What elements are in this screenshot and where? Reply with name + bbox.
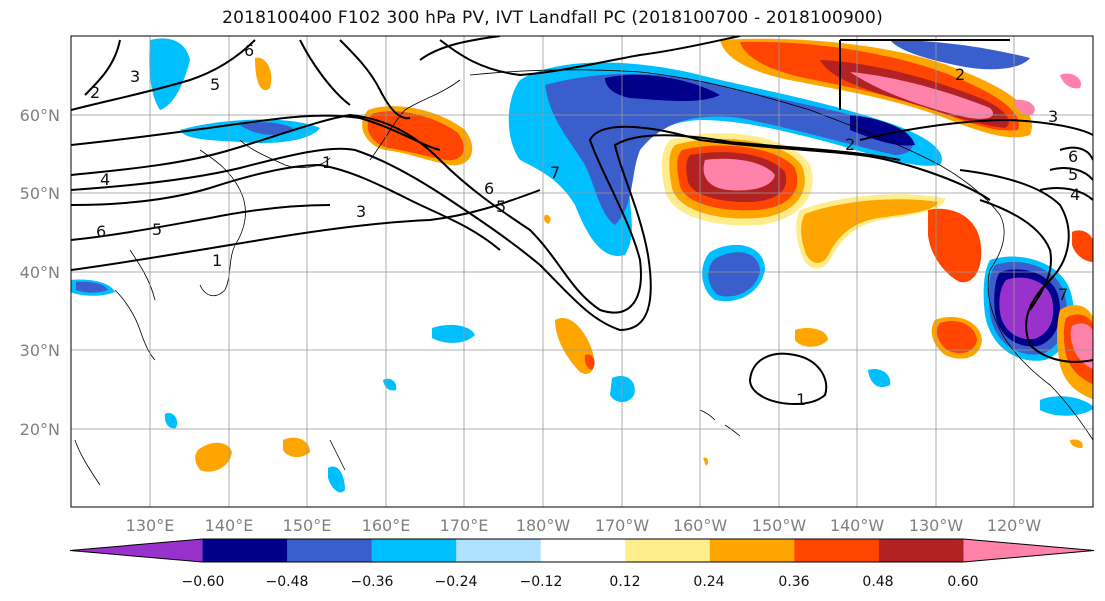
colorbar-swatch (287, 539, 373, 562)
lon-label: 120°W (987, 516, 1042, 535)
contour-labels: 7 6 5 3 2 4 6 5 1 1 3 6 5 7 2 3 6 5 4 1 … (90, 41, 1080, 409)
colorbar-swatch (540, 539, 626, 562)
lon-label: 150°E (283, 516, 332, 535)
colorbar-tick-label: −0.36 (351, 574, 394, 590)
contour-label: 1 (796, 390, 806, 409)
colorbar-tick-label: 0.48 (862, 574, 893, 590)
colorbar-tick-label: −0.48 (266, 574, 309, 590)
contour-label: 7 (1058, 285, 1068, 304)
contour-label: 5 (210, 75, 220, 94)
colorbar-tick-label: −0.60 (182, 574, 225, 590)
contour-label: 2 (955, 65, 965, 84)
lon-label: 140°W (830, 516, 885, 535)
contour-label: 2 (845, 135, 855, 154)
lon-label: 150°W (752, 516, 807, 535)
contour-label: 3 (1048, 107, 1058, 126)
contour-label: 5 (152, 220, 162, 239)
colorbar-swatch (794, 539, 880, 562)
lon-label: 130°W (909, 516, 964, 535)
colorbar-swatch (878, 539, 964, 562)
contour-label: 1 (212, 251, 222, 270)
contour-label: 5 (1068, 165, 1078, 184)
colorbar-swatch (202, 539, 288, 562)
colorbar-ticks: −0.60 −0.48 −0.36 −0.24 −0.12 0.12 0.24 … (182, 574, 979, 590)
colorbar-extend-high (963, 539, 1094, 562)
contour-label: 4 (1070, 185, 1080, 204)
contour-label: 3 (130, 67, 140, 86)
colorbar-tick-label: 0.60 (947, 574, 978, 590)
contour-label: 6 (96, 222, 106, 241)
graticule (71, 36, 1093, 507)
colorbar-tick-label: 0.24 (693, 574, 724, 590)
lon-label: 140°E (205, 516, 254, 535)
lat-label: 50°N (20, 184, 60, 203)
pv-anomaly-shading (71, 38, 1093, 493)
lat-label: 20°N (20, 420, 60, 439)
contour-label: 5 (496, 197, 506, 216)
pv-contours (71, 36, 1093, 405)
contour-label: 4 (100, 170, 110, 189)
colorbar-extend-low (70, 539, 203, 562)
contour-label: 1 (322, 153, 332, 172)
lon-label: 170°W (595, 516, 650, 535)
contour-label: 6 (244, 41, 254, 60)
colorbar-swatch (709, 539, 795, 562)
longitude-labels: 130°E 140°E 150°E 160°E 170°E 180°W 170°… (126, 516, 1042, 535)
colorbar-swatch (371, 539, 457, 562)
lon-label: 170°E (440, 516, 489, 535)
colorbar-outline (69, 538, 1095, 563)
colorbar-tick-label: −0.24 (435, 574, 478, 590)
colorbar-swatch (625, 539, 711, 562)
coastlines (74, 69, 1093, 486)
lon-label: 180°W (516, 516, 571, 535)
lon-label: 160°E (362, 516, 411, 535)
contour-label: 6 (484, 179, 494, 198)
contour-label: 2 (90, 83, 100, 102)
map-title: 2018100400 F102 300 hPa PV, IVT Landfall… (222, 8, 883, 28)
lon-label: 130°E (126, 516, 175, 535)
contour-label: 3 (356, 202, 366, 221)
lon-label: 160°W (673, 516, 728, 535)
lat-label: 40°N (20, 263, 60, 282)
contour-label: 6 (1068, 147, 1078, 166)
plot-frame (70, 35, 1094, 508)
lat-label: 60°N (20, 106, 60, 125)
contour-label: 7 (550, 163, 560, 182)
colorbar-swatch (456, 539, 542, 562)
lat-label: 30°N (20, 341, 60, 360)
colorbar (69, 538, 1095, 563)
colorbar-tick-label: 0.12 (609, 574, 640, 590)
colorbar-tick-label: −0.12 (520, 574, 563, 590)
colorbar-tick-label: 0.36 (778, 574, 809, 590)
latitude-labels: 20°N 30°N 40°N 50°N 60°N (20, 106, 60, 439)
